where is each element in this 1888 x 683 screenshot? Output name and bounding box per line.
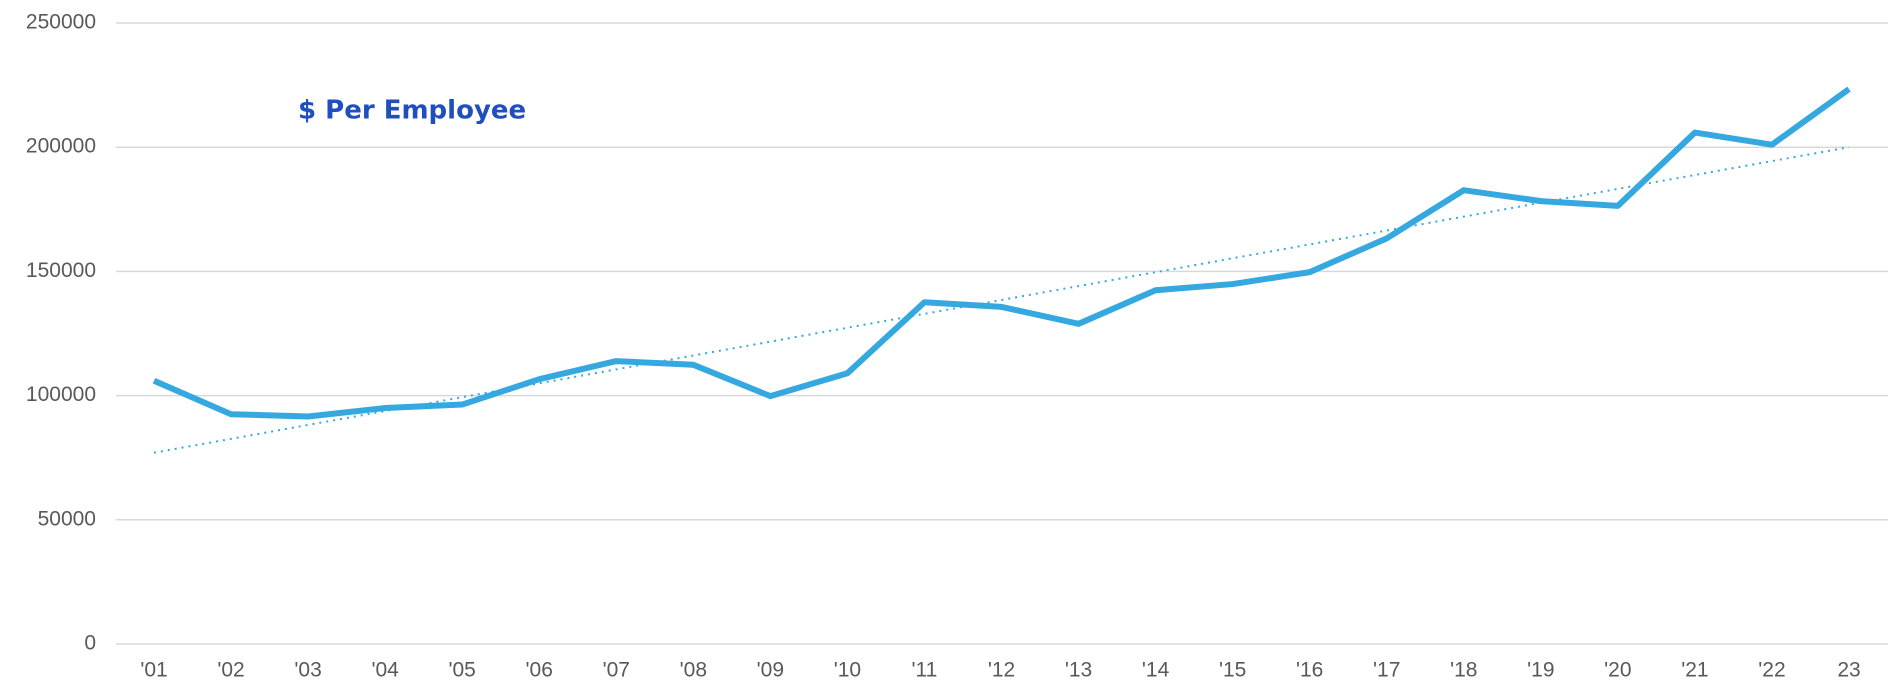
x-tick-label: '15 <box>1219 659 1246 682</box>
x-tick-label: '18 <box>1450 659 1477 682</box>
y-tick-label: 200000 <box>26 135 96 158</box>
y-tick-label: 150000 <box>26 259 96 282</box>
x-tick-label: 23 <box>1837 659 1860 682</box>
x-tick-label: '09 <box>757 659 784 682</box>
x-tick-label: '20 <box>1604 659 1631 682</box>
x-tick-label: '10 <box>834 659 861 682</box>
x-tick-label: '08 <box>680 659 707 682</box>
y-tick-label: 0 <box>84 632 96 655</box>
y-tick-label: 250000 <box>26 11 96 34</box>
x-tick-label: '13 <box>1065 659 1092 682</box>
x-tick-label: '22 <box>1758 659 1785 682</box>
x-tick-label: '17 <box>1373 659 1400 682</box>
data-line <box>152 86 1851 420</box>
x-tick-label: '19 <box>1527 659 1554 682</box>
x-tick-label: '02 <box>217 659 244 682</box>
trendline <box>153 146 1850 454</box>
x-tick-label: '06 <box>526 659 553 682</box>
chart-title: $ Per Employee <box>298 96 526 126</box>
y-tick-label: 100000 <box>26 383 96 406</box>
x-tick-label: '21 <box>1681 659 1708 682</box>
x-tick-label: '04 <box>371 659 399 682</box>
x-tick-label: '03 <box>294 659 321 682</box>
x-tick-label: '16 <box>1296 659 1323 682</box>
y-tick-label: 50000 <box>38 507 96 530</box>
x-tick-label: '11 <box>912 659 938 682</box>
x-tick-label: '14 <box>1142 659 1170 682</box>
x-tick-label: '01 <box>140 659 167 682</box>
x-tick-label: '05 <box>448 659 475 682</box>
x-tick-label: '07 <box>603 659 630 682</box>
x-tick-label: '12 <box>988 659 1015 682</box>
